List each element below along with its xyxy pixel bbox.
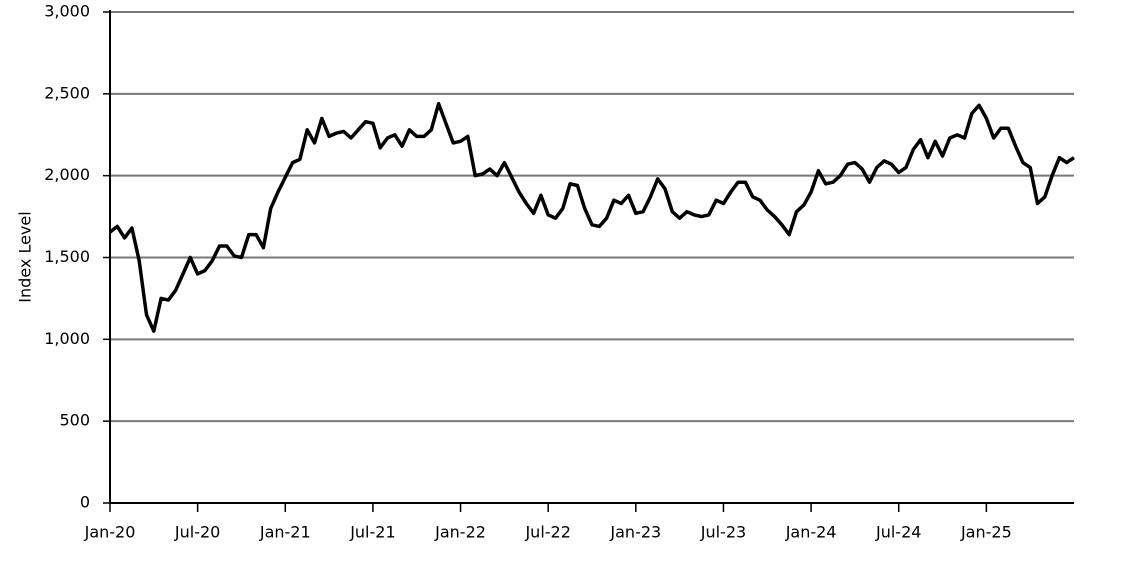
x-tick-label: Jan-20 (84, 523, 136, 542)
y-tick-label: 500 (59, 411, 90, 430)
x-tick-label: Jan-23 (609, 523, 661, 542)
y-axis-label: Index Level (16, 211, 35, 302)
x-tick-label: Jan-21 (259, 523, 311, 542)
x-tick-label: Jan-24 (785, 523, 837, 542)
y-tick-label: 2,000 (44, 165, 90, 184)
y-tick-label: 2,500 (44, 83, 90, 102)
x-tick-label: Jan-25 (960, 523, 1012, 542)
x-tick-label: Jul-20 (174, 523, 220, 542)
y-tick-label: 3,000 (44, 2, 90, 21)
x-tick-label: Jul-23 (700, 523, 746, 542)
x-tick-label: Jul-21 (349, 523, 395, 542)
x-tick-label: Jul-24 (875, 523, 921, 542)
y-tick-label: 1,500 (44, 247, 90, 266)
line-series (108, 101, 1075, 333)
x-tick-label: Jul-22 (524, 523, 570, 542)
y-tick-label: 1,000 (44, 329, 90, 348)
x-tick-label: Jan-22 (434, 523, 486, 542)
y-tick-label: 0 (80, 493, 90, 512)
